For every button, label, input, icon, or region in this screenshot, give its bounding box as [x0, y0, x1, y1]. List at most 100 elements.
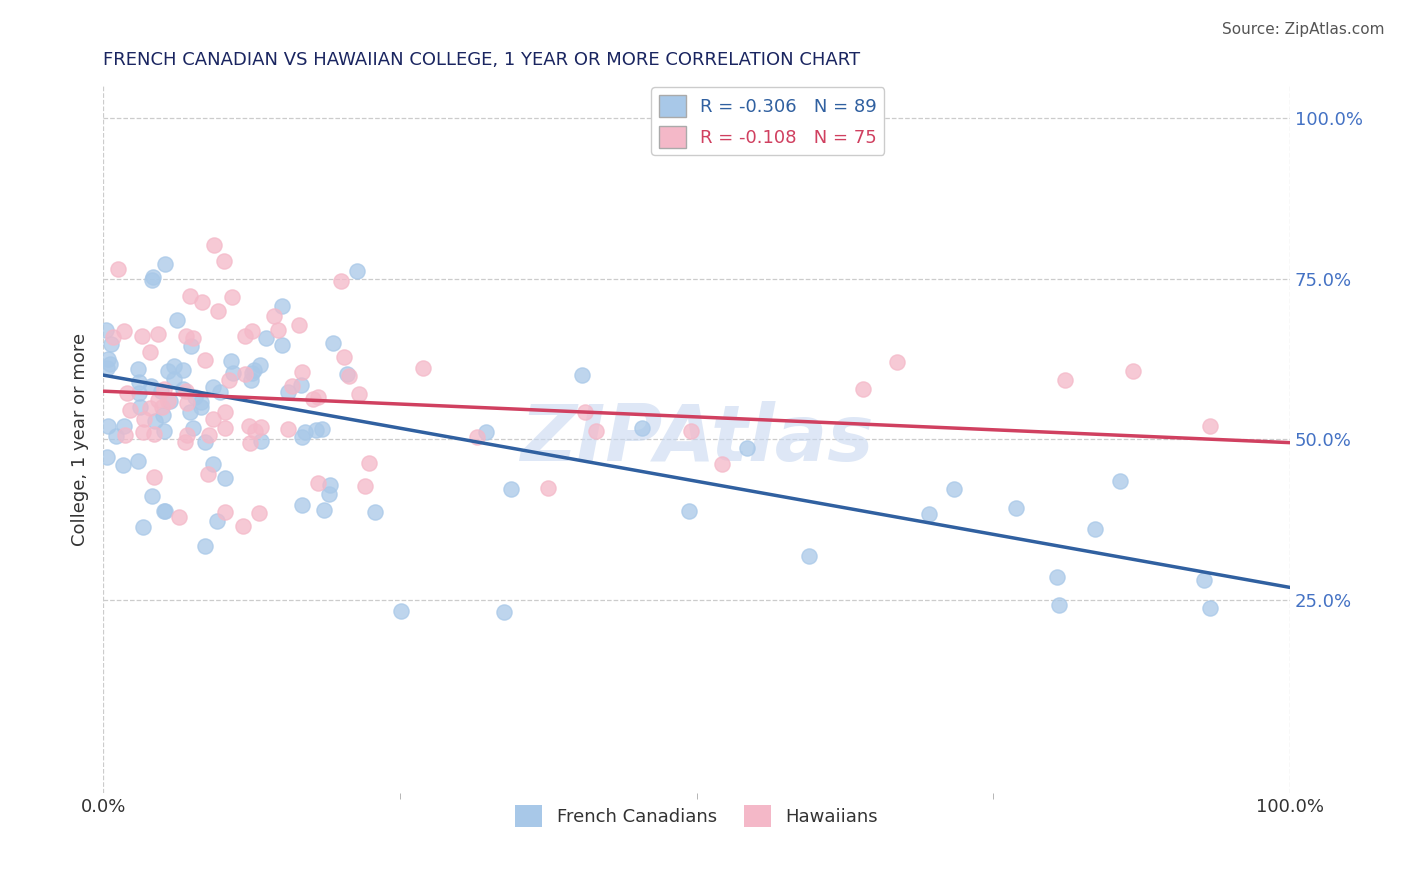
Point — [157, 394, 180, 409]
Point — [153, 257, 176, 271]
Point — [219, 354, 242, 368]
Point — [208, 384, 231, 399]
Point — [243, 425, 266, 439]
Point — [359, 456, 381, 470]
Point — [710, 457, 733, 471]
Point — [501, 482, 523, 496]
Point — [202, 457, 225, 471]
Point — [202, 238, 225, 252]
Point — [167, 509, 190, 524]
Point — [174, 434, 197, 449]
Point — [179, 405, 201, 419]
Point — [118, 402, 141, 417]
Point — [277, 385, 299, 400]
Point — [235, 329, 257, 343]
Point — [181, 420, 204, 434]
Point — [131, 425, 153, 440]
Point — [221, 290, 243, 304]
Point — [194, 434, 217, 449]
Point — [465, 430, 488, 444]
Point — [207, 304, 229, 318]
Point — [190, 395, 212, 409]
Point — [475, 425, 498, 440]
Point — [307, 475, 329, 490]
Point — [174, 384, 197, 398]
Point — [132, 519, 155, 533]
Point — [128, 375, 150, 389]
Point — [214, 421, 236, 435]
Point — [574, 405, 596, 419]
Point — [307, 390, 329, 404]
Point — [96, 450, 118, 464]
Point — [1005, 501, 1028, 516]
Point — [270, 299, 292, 313]
Point — [1084, 522, 1107, 536]
Legend: French Canadians, Hawaiians: French Canadians, Hawaiians — [508, 797, 886, 834]
Point — [681, 424, 703, 438]
Point — [139, 401, 162, 416]
Point — [98, 357, 121, 371]
Point — [141, 489, 163, 503]
Point — [337, 368, 360, 383]
Point — [332, 351, 354, 365]
Point — [305, 423, 328, 437]
Point — [101, 329, 124, 343]
Point — [153, 504, 176, 518]
Point — [176, 396, 198, 410]
Point — [918, 507, 941, 521]
Point — [1053, 373, 1076, 387]
Point — [314, 503, 336, 517]
Point — [291, 365, 314, 379]
Point — [141, 378, 163, 392]
Point — [149, 384, 172, 398]
Point — [302, 392, 325, 407]
Y-axis label: College, 1 year or more: College, 1 year or more — [72, 333, 89, 546]
Point — [194, 539, 217, 553]
Point — [585, 424, 607, 438]
Text: FRENCH CANADIAN VS HAWAIIAN COLLEGE, 1 YEAR OR MORE CORRELATION CHART: FRENCH CANADIAN VS HAWAIIAN COLLEGE, 1 Y… — [103, 51, 860, 69]
Point — [143, 414, 166, 428]
Point — [281, 379, 304, 393]
Point — [142, 469, 165, 483]
Point — [852, 383, 875, 397]
Point — [162, 359, 184, 373]
Point — [222, 366, 245, 380]
Point — [139, 344, 162, 359]
Point — [291, 498, 314, 512]
Point — [1047, 598, 1070, 612]
Point — [163, 372, 186, 386]
Point — [115, 386, 138, 401]
Point — [311, 422, 333, 436]
Point — [129, 401, 152, 415]
Point — [250, 434, 273, 448]
Point — [114, 428, 136, 442]
Point — [232, 518, 254, 533]
Point — [242, 363, 264, 377]
Point — [112, 418, 135, 433]
Point — [127, 361, 149, 376]
Point — [364, 505, 387, 519]
Point — [494, 605, 516, 619]
Point — [181, 331, 204, 345]
Point — [238, 418, 260, 433]
Point — [156, 364, 179, 378]
Point — [112, 324, 135, 338]
Point — [97, 352, 120, 367]
Point — [735, 441, 758, 455]
Point — [347, 387, 370, 401]
Point — [1199, 419, 1222, 434]
Point — [247, 506, 270, 520]
Point — [142, 269, 165, 284]
Point — [146, 326, 169, 341]
Point — [239, 373, 262, 387]
Point — [202, 380, 225, 394]
Point — [166, 312, 188, 326]
Point — [1198, 601, 1220, 615]
Point — [239, 436, 262, 450]
Point — [240, 366, 263, 380]
Point — [172, 382, 194, 396]
Point — [141, 273, 163, 287]
Point — [96, 418, 118, 433]
Text: ZIPAtlas: ZIPAtlas — [520, 401, 873, 477]
Point — [631, 421, 654, 435]
